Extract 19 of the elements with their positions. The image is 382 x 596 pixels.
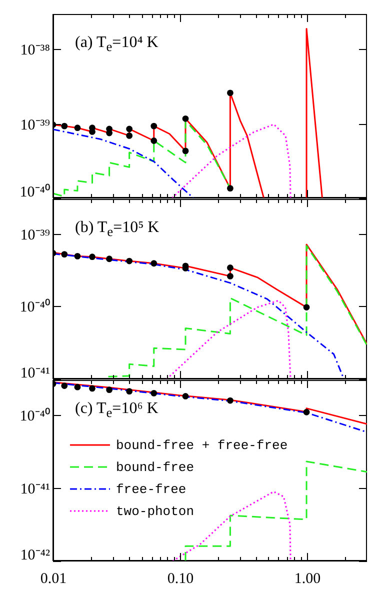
x-tick-label: 0.01 [40, 571, 67, 587]
text: (b) T$_{e}$=10⁵ K [75, 219, 160, 242]
legend-label: bound-free [116, 460, 194, 474]
x-tick-label: 1.00 [294, 571, 321, 587]
text: (c) T$_{e}$=10⁶ K [75, 400, 158, 422]
y-tick-label: 10⁻⁴¹ [20, 482, 50, 498]
legend-label: two-photon [116, 504, 194, 518]
legend-label: free-free [116, 482, 186, 496]
legend-label: bound-free + free-free [116, 438, 288, 452]
y-tick-label: 10⁻³⁹ [20, 228, 50, 244]
y-tick-label: 10⁻³⁹ [20, 118, 50, 134]
y-tick-label: 10⁻⁴¹ [20, 366, 50, 382]
text: (a) T$_{e}$=10⁴ K [75, 34, 158, 56]
y-tick-label: 10⁻⁴⁰ [20, 408, 50, 424]
y-tick-label: 10⁻⁴⁰ [20, 184, 50, 200]
y-tick-label: 10⁻³⁸ [20, 42, 50, 58]
y-tick-label: 10⁻⁴² [20, 548, 50, 564]
y-tick-label: 10⁻⁴⁰ [20, 298, 50, 316]
x-tick-label: 0.10 [167, 571, 194, 587]
